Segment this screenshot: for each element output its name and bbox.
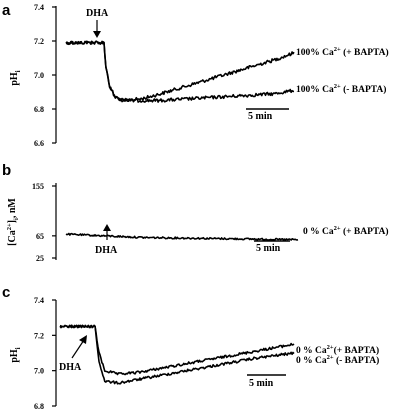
panel-a-y-label: pHi: [9, 70, 22, 85]
panel-a-series-label-1: 100% Ca2+ (+ BAPTA): [296, 46, 389, 58]
panel-c-trace-2: [59, 324, 295, 385]
panel-c-y-tick-label: 6.8: [34, 402, 44, 411]
panel-a-dha-arrow: [93, 20, 101, 38]
panel-b-dha-arrow: [103, 224, 111, 240]
panel-b-scalebar-label: 5 min: [256, 243, 281, 254]
panel-a-scalebar-label: 5 min: [248, 111, 273, 122]
panel-c-label: c: [2, 284, 10, 301]
panel-a-trace-2: [65, 40, 295, 103]
panel-c-dha-arrow: [71, 335, 87, 359]
panel-b-trace-1: [65, 232, 299, 241]
panel-a-scalebar: 5 min: [246, 108, 289, 122]
panel-b: b 155 65 25 [Ca2+]i, nM DHA 5 min 0 % Ca2+…: [2, 162, 389, 263]
panel-b-scalebar: 5 min: [254, 240, 290, 254]
panel-a-dha-annotation: DHA: [86, 8, 109, 19]
panel-a-y-tick-label: 6.6: [34, 139, 44, 148]
panel-c-series-label-2: 0 % Ca2+ (- BAPTA): [296, 354, 379, 366]
panel-b-label: b: [2, 162, 11, 179]
panel-c-scalebar: 5 min: [247, 374, 286, 389]
panel-c-y-tick-label: 7.2: [34, 331, 44, 340]
panel-c-series-label-1: 0 % Ca2+(+ BAPTA): [296, 344, 379, 356]
panel-a-y-tick-label: 7.2: [34, 37, 44, 46]
panel-a-y-tick-label: 7.0: [34, 71, 44, 80]
panel-a: a 7.4 7.2 7.0 6.8 6.6 pHi DHA 5 min 100% Ca2…: [2, 2, 389, 148]
panel-c-dha-annotation: DHA: [59, 362, 82, 373]
panel-c-trace-1: [59, 324, 295, 376]
panel-c-y-tick-label: 7.4: [34, 296, 44, 305]
panel-a-y-tick-label: 6.8: [34, 105, 44, 114]
panel-a-label: a: [2, 2, 11, 19]
panel-b-y-label: [Ca2+]i, nM: [6, 198, 20, 246]
panel-a-y-tick-label: 7.4: [34, 3, 44, 12]
panel-c-y-tick-label: 7.0: [34, 367, 44, 376]
panel-b-y-tick-label: 25: [36, 254, 44, 263]
panel-c-y-label: pHi: [9, 347, 22, 362]
panel-b-dha-annotation: DHA: [95, 245, 118, 256]
panel-c: c 7.4 7.2 7.0 6.8 pHi DHA 5 min 0 % Ca2+(+ …: [2, 284, 379, 411]
panel-b-series-label-1: 0 % Ca2+ (+ BAPTA): [303, 225, 389, 237]
panel-c-scalebar-label: 5 min: [249, 378, 274, 389]
panel-a-series-label-2: 100% Ca2+ (- BAPTA): [296, 83, 386, 95]
panel-b-y-tick-label: 65: [36, 232, 44, 241]
panel-b-y-tick-label: 155: [32, 182, 44, 191]
panel-a-trace-1: [65, 40, 295, 102]
